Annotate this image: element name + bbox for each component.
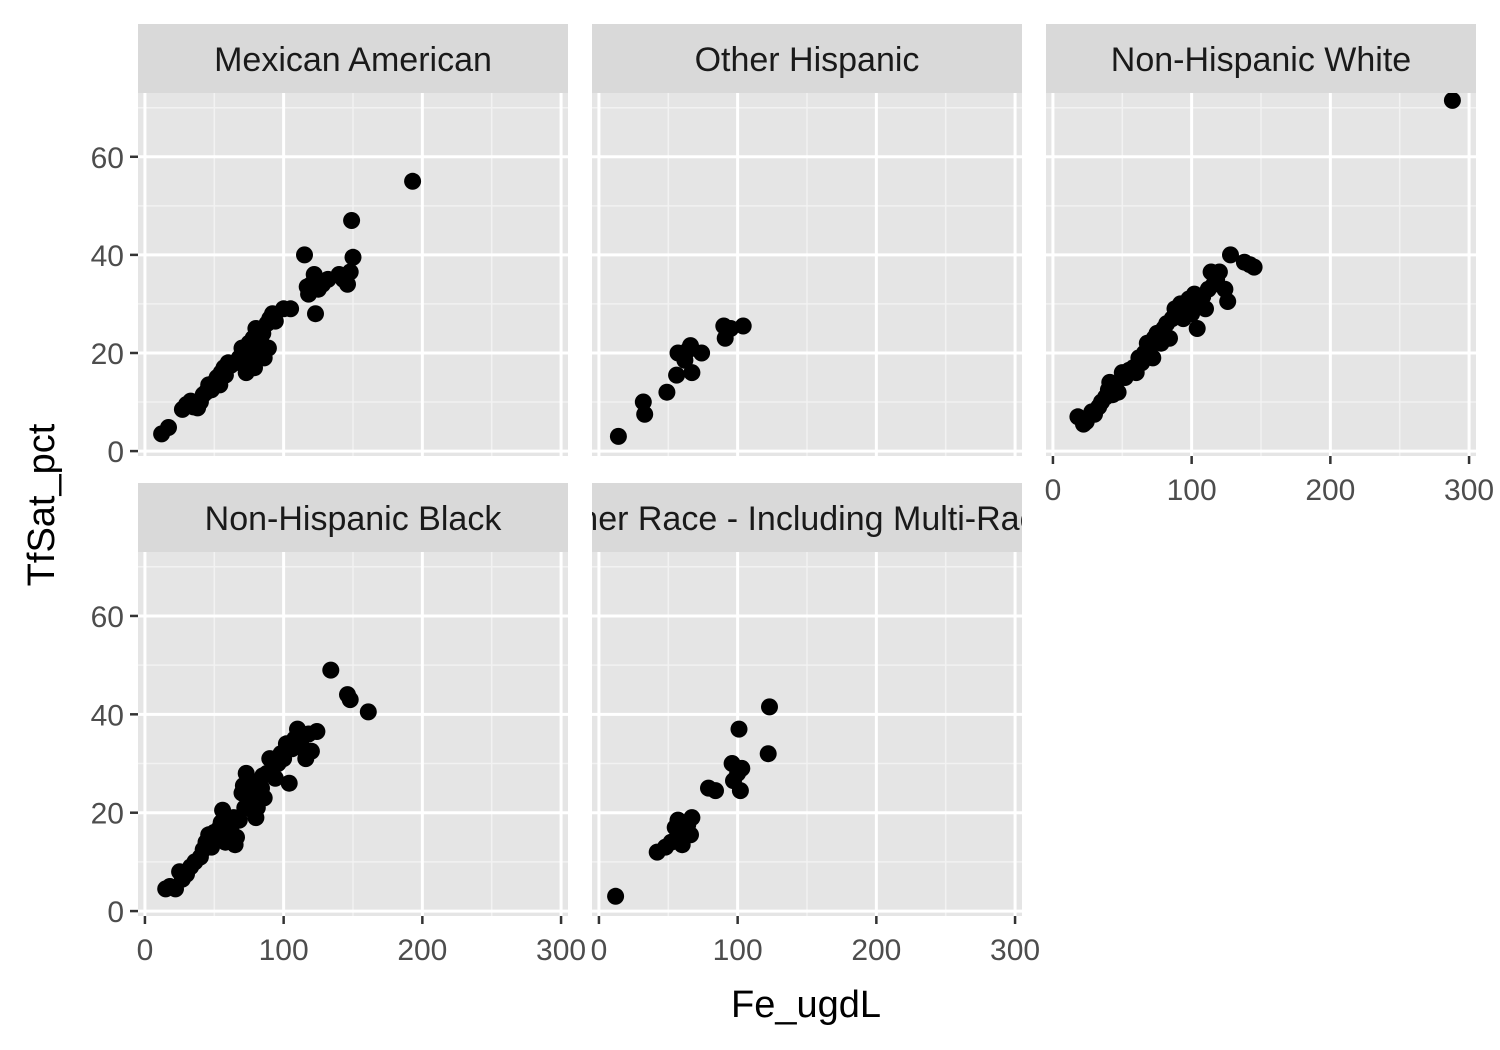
data-point bbox=[341, 263, 359, 281]
x-tick-label: 200 bbox=[1305, 474, 1355, 507]
data-point bbox=[759, 745, 777, 763]
x-tick-label: 100 bbox=[259, 934, 309, 967]
data-point bbox=[761, 698, 778, 716]
data-point bbox=[266, 769, 284, 787]
x-tick-label: 300 bbox=[990, 934, 1040, 967]
data-point bbox=[282, 300, 300, 318]
data-point bbox=[280, 774, 298, 792]
data-point bbox=[731, 782, 749, 800]
x-tick-label: 200 bbox=[397, 934, 447, 967]
data-point bbox=[733, 759, 751, 777]
data-point bbox=[668, 366, 686, 384]
data-point bbox=[1161, 329, 1178, 347]
data-point bbox=[228, 828, 245, 846]
data-point bbox=[682, 826, 699, 844]
data-point bbox=[255, 789, 273, 807]
facet-strip bbox=[138, 24, 568, 93]
facet-panel: Non-Hispanic Black 0 20 40 60 0 100 200 300 bbox=[91, 483, 586, 967]
data-points bbox=[157, 661, 377, 898]
data-points bbox=[609, 317, 752, 445]
data-point bbox=[343, 212, 361, 229]
data-point bbox=[266, 312, 284, 330]
data-points bbox=[1069, 93, 1461, 433]
data-point bbox=[307, 305, 324, 323]
x-tick-label: 200 bbox=[851, 934, 901, 967]
data-point bbox=[322, 661, 340, 679]
data-point bbox=[636, 405, 654, 423]
facet-strip bbox=[592, 24, 1022, 93]
facet-strip bbox=[138, 483, 568, 552]
facet-strip-label: Other Race - Including Multi-Racial bbox=[543, 500, 1070, 538]
y-tick-label: 0 bbox=[107, 436, 124, 469]
x-axis-title: Fe_ugdL bbox=[731, 984, 881, 1026]
data-point bbox=[404, 172, 422, 190]
facet-panels: Mexican American 0 20 40 60 Other Hispanic Non… bbox=[91, 24, 1494, 967]
data-point bbox=[1222, 246, 1239, 264]
data-point bbox=[160, 419, 177, 436]
data-point bbox=[296, 246, 313, 264]
grid-lines bbox=[592, 552, 1022, 916]
x-tick-label: 0 bbox=[591, 934, 608, 967]
grid-lines bbox=[1046, 93, 1476, 456]
data-point bbox=[1188, 320, 1206, 337]
data-point bbox=[609, 427, 627, 445]
x-tick-label: 300 bbox=[536, 934, 586, 967]
data-point bbox=[693, 344, 711, 362]
data-point bbox=[658, 383, 676, 401]
data-point bbox=[341, 691, 359, 709]
facet-strip-label: Non-Hispanic White bbox=[1111, 41, 1411, 79]
y-tick-label: 20 bbox=[91, 798, 124, 831]
x-tick-label: 0 bbox=[137, 934, 154, 967]
x-tick-label: 0 bbox=[1045, 474, 1062, 507]
data-point bbox=[1245, 258, 1263, 276]
grid-lines bbox=[592, 93, 1022, 456]
data-point bbox=[308, 723, 326, 740]
data-point bbox=[683, 809, 701, 827]
facet-panel: Other Hispanic bbox=[592, 24, 1022, 456]
facet-strip bbox=[1046, 24, 1476, 93]
facet-strip-label: Mexican American bbox=[214, 41, 492, 79]
data-points bbox=[153, 172, 422, 443]
facet-panel: Mexican American 0 20 40 60 bbox=[91, 24, 568, 469]
data-point bbox=[1109, 383, 1127, 401]
data-point bbox=[344, 248, 362, 266]
data-point bbox=[359, 703, 377, 721]
data-point bbox=[1219, 293, 1237, 310]
y-tick-label: 0 bbox=[107, 896, 124, 929]
x-tick-label: 300 bbox=[1444, 474, 1494, 507]
data-points bbox=[607, 698, 778, 905]
facet-panel: Non-Hispanic White 0 100 200 300 bbox=[1045, 24, 1494, 507]
data-point bbox=[1144, 349, 1162, 367]
data-point bbox=[634, 393, 652, 411]
data-point bbox=[683, 364, 701, 382]
y-tick-label: 20 bbox=[91, 338, 124, 371]
facet-strip-label: Non-Hispanic Black bbox=[205, 500, 503, 538]
facet-panel: Other Race - Including Multi-Racial 0 100 2… bbox=[543, 483, 1070, 967]
facet-strip bbox=[592, 483, 1022, 552]
y-tick-label: 40 bbox=[91, 240, 124, 273]
y-tick-label: 60 bbox=[91, 142, 124, 175]
x-tick-label: 100 bbox=[713, 934, 763, 967]
data-point bbox=[1197, 300, 1214, 318]
data-point bbox=[259, 339, 277, 357]
data-point bbox=[730, 720, 748, 738]
y-tick-label: 60 bbox=[91, 601, 124, 634]
data-point bbox=[302, 742, 320, 760]
y-axis-title: TfSat_pct bbox=[21, 423, 63, 586]
y-tick-label: 40 bbox=[91, 699, 124, 732]
x-tick-label: 100 bbox=[1167, 474, 1217, 507]
data-point bbox=[734, 317, 752, 335]
data-point bbox=[1443, 93, 1461, 109]
data-point bbox=[607, 887, 625, 905]
facet-strip-label: Other Hispanic bbox=[695, 41, 920, 79]
data-point bbox=[707, 782, 724, 800]
data-point bbox=[1210, 263, 1228, 281]
grid-lines bbox=[138, 552, 568, 916]
